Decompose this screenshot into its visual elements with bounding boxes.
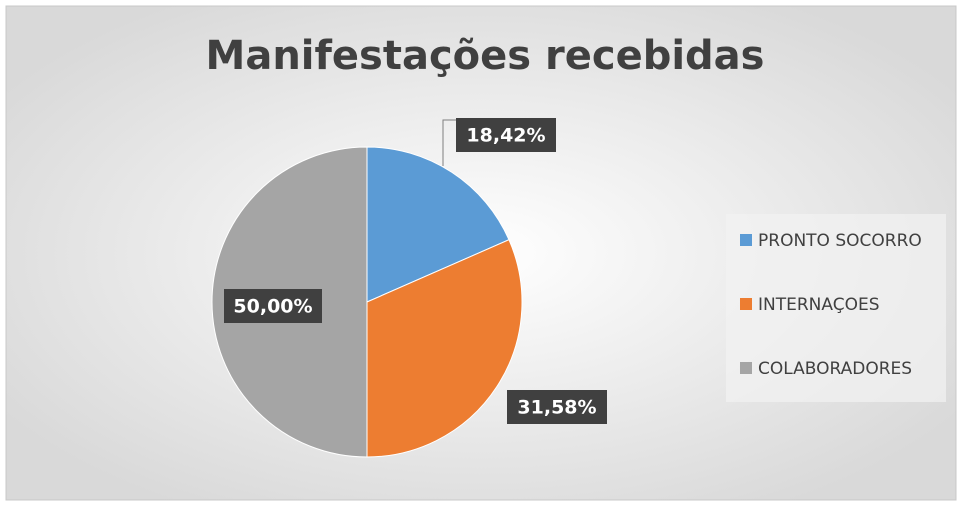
legend-swatch: [740, 362, 752, 374]
data-label: 50,00%: [233, 296, 312, 318]
data-label: 31,58%: [517, 397, 596, 419]
legend-label: COLABORADORES: [758, 359, 912, 379]
data-label-box: [456, 118, 556, 152]
pie-slice: [366, 146, 510, 303]
data-label: 18,42%: [466, 125, 545, 147]
chart-title: Manifestações recebidas: [206, 33, 765, 79]
leader-line: [442, 119, 456, 166]
legend-label: INTERNAÇOES: [758, 295, 880, 315]
pie-slice: [366, 239, 523, 458]
legend-swatch: [740, 234, 752, 246]
data-label-box: [224, 289, 322, 323]
data-label-box: [507, 390, 607, 424]
legend-swatch: [740, 298, 752, 310]
legend-box: [726, 214, 946, 402]
legend-label: PRONTO SOCORRO: [758, 231, 922, 251]
